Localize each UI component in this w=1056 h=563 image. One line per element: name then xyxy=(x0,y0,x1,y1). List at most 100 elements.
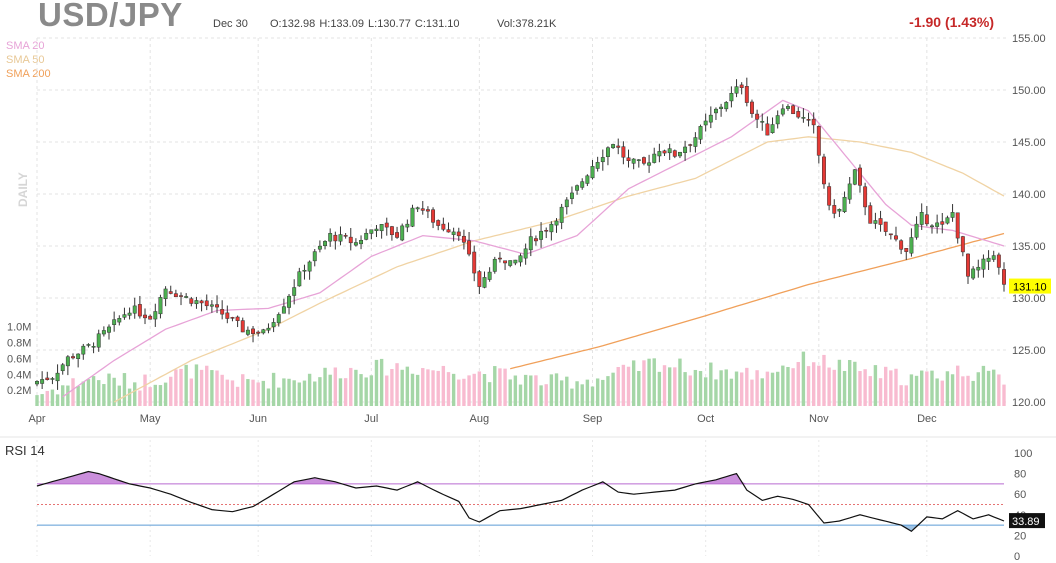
volume-bar xyxy=(349,367,353,406)
candle-body xyxy=(348,236,353,244)
volume-bar xyxy=(117,385,121,406)
volume-bar xyxy=(235,386,240,406)
candle-body xyxy=(678,151,682,157)
candle-body xyxy=(847,183,852,200)
volume-bar xyxy=(616,366,620,406)
candle-body xyxy=(966,253,970,277)
candle-body xyxy=(415,207,420,210)
candle-body xyxy=(580,181,585,188)
price-tick-label: 120.00 xyxy=(1012,397,1046,409)
volume-bar xyxy=(518,384,523,406)
volume-bar xyxy=(662,365,667,406)
volume-bar xyxy=(765,371,770,406)
candle-body xyxy=(503,260,508,264)
candle-body xyxy=(179,295,183,297)
volume-readout: Vol:378.21K xyxy=(497,18,557,30)
candle-body xyxy=(456,231,461,237)
volume-bar xyxy=(590,386,595,406)
volume-bar xyxy=(775,371,780,406)
volume-bar xyxy=(637,370,641,406)
volume-bar xyxy=(678,358,682,406)
volume-bar xyxy=(570,388,574,406)
candle-body xyxy=(323,241,327,247)
volume-bar xyxy=(333,367,338,406)
candle-body xyxy=(508,260,513,266)
volume-bar xyxy=(230,380,235,406)
candle-body xyxy=(220,309,225,315)
candle-body xyxy=(647,162,652,166)
candle-body xyxy=(497,257,502,260)
rsi-line xyxy=(36,470,1005,533)
date-tick-label: Jul xyxy=(364,413,378,425)
candle-body xyxy=(158,297,163,315)
volume-bar xyxy=(318,377,322,406)
volume-bar xyxy=(133,382,137,406)
volume-bar xyxy=(997,374,1001,406)
candle-body xyxy=(801,117,806,119)
volume-bar xyxy=(313,381,317,406)
volume-bar xyxy=(811,362,816,406)
volume-bar xyxy=(307,373,312,406)
candle-body xyxy=(605,147,610,157)
volume-bar xyxy=(832,369,836,406)
candle-body xyxy=(389,226,394,236)
volume-bar xyxy=(71,378,75,406)
candle-body xyxy=(652,153,657,163)
candle-body xyxy=(245,329,250,335)
volume-bar xyxy=(940,380,944,406)
candle-body xyxy=(940,221,945,225)
volume-bar xyxy=(199,369,204,406)
volume-bar xyxy=(297,382,302,406)
date-tick-label: Aug xyxy=(470,413,490,425)
candle-body xyxy=(436,220,441,226)
volume-bar xyxy=(241,374,245,406)
volume-bar xyxy=(647,358,651,406)
candle-body xyxy=(955,212,960,239)
volume-bar xyxy=(698,371,703,406)
volume-bar xyxy=(138,390,142,406)
volume-bar xyxy=(868,376,872,406)
candle-body xyxy=(86,344,91,346)
candle-body xyxy=(827,186,832,206)
volume-bar xyxy=(709,362,713,406)
volume-bars xyxy=(35,351,1006,406)
volume-bar xyxy=(220,374,224,406)
volume-bar xyxy=(904,385,908,406)
candle-body xyxy=(410,207,415,227)
volume-bar xyxy=(40,394,44,406)
volume-bar xyxy=(945,371,950,406)
volume-bar xyxy=(642,360,646,406)
volume-bar xyxy=(920,370,924,406)
volume-bar xyxy=(91,376,96,406)
candle-body xyxy=(806,119,811,121)
grid xyxy=(36,37,1008,556)
volume-tick-label: 0.4M xyxy=(7,369,31,381)
candle-body xyxy=(729,92,734,102)
volume-bar xyxy=(729,378,734,406)
volume-bar xyxy=(374,359,379,406)
volume-bar xyxy=(205,365,209,406)
volume-bar xyxy=(158,385,163,406)
volume-bar xyxy=(266,388,271,406)
candle-body xyxy=(564,199,569,208)
candle-body xyxy=(199,300,204,304)
candle-body xyxy=(796,111,801,118)
volume-bar xyxy=(194,364,199,406)
volume-bar xyxy=(565,376,569,406)
volume-bar xyxy=(405,366,410,406)
candle-body xyxy=(755,113,760,120)
candle-body xyxy=(811,118,816,126)
volume-bar xyxy=(858,371,862,406)
volume-bar xyxy=(261,380,266,406)
last-price-label: 131.10 xyxy=(1013,282,1047,294)
volume-bar xyxy=(878,378,883,406)
candle-body xyxy=(981,258,986,270)
volume-bar xyxy=(369,375,374,406)
candle-body xyxy=(333,234,338,242)
volume-bar xyxy=(894,368,898,406)
candle-body xyxy=(225,312,230,319)
price-tick-label: 140.00 xyxy=(1012,189,1046,201)
candle-body xyxy=(209,304,214,307)
volume-bar xyxy=(544,384,548,406)
